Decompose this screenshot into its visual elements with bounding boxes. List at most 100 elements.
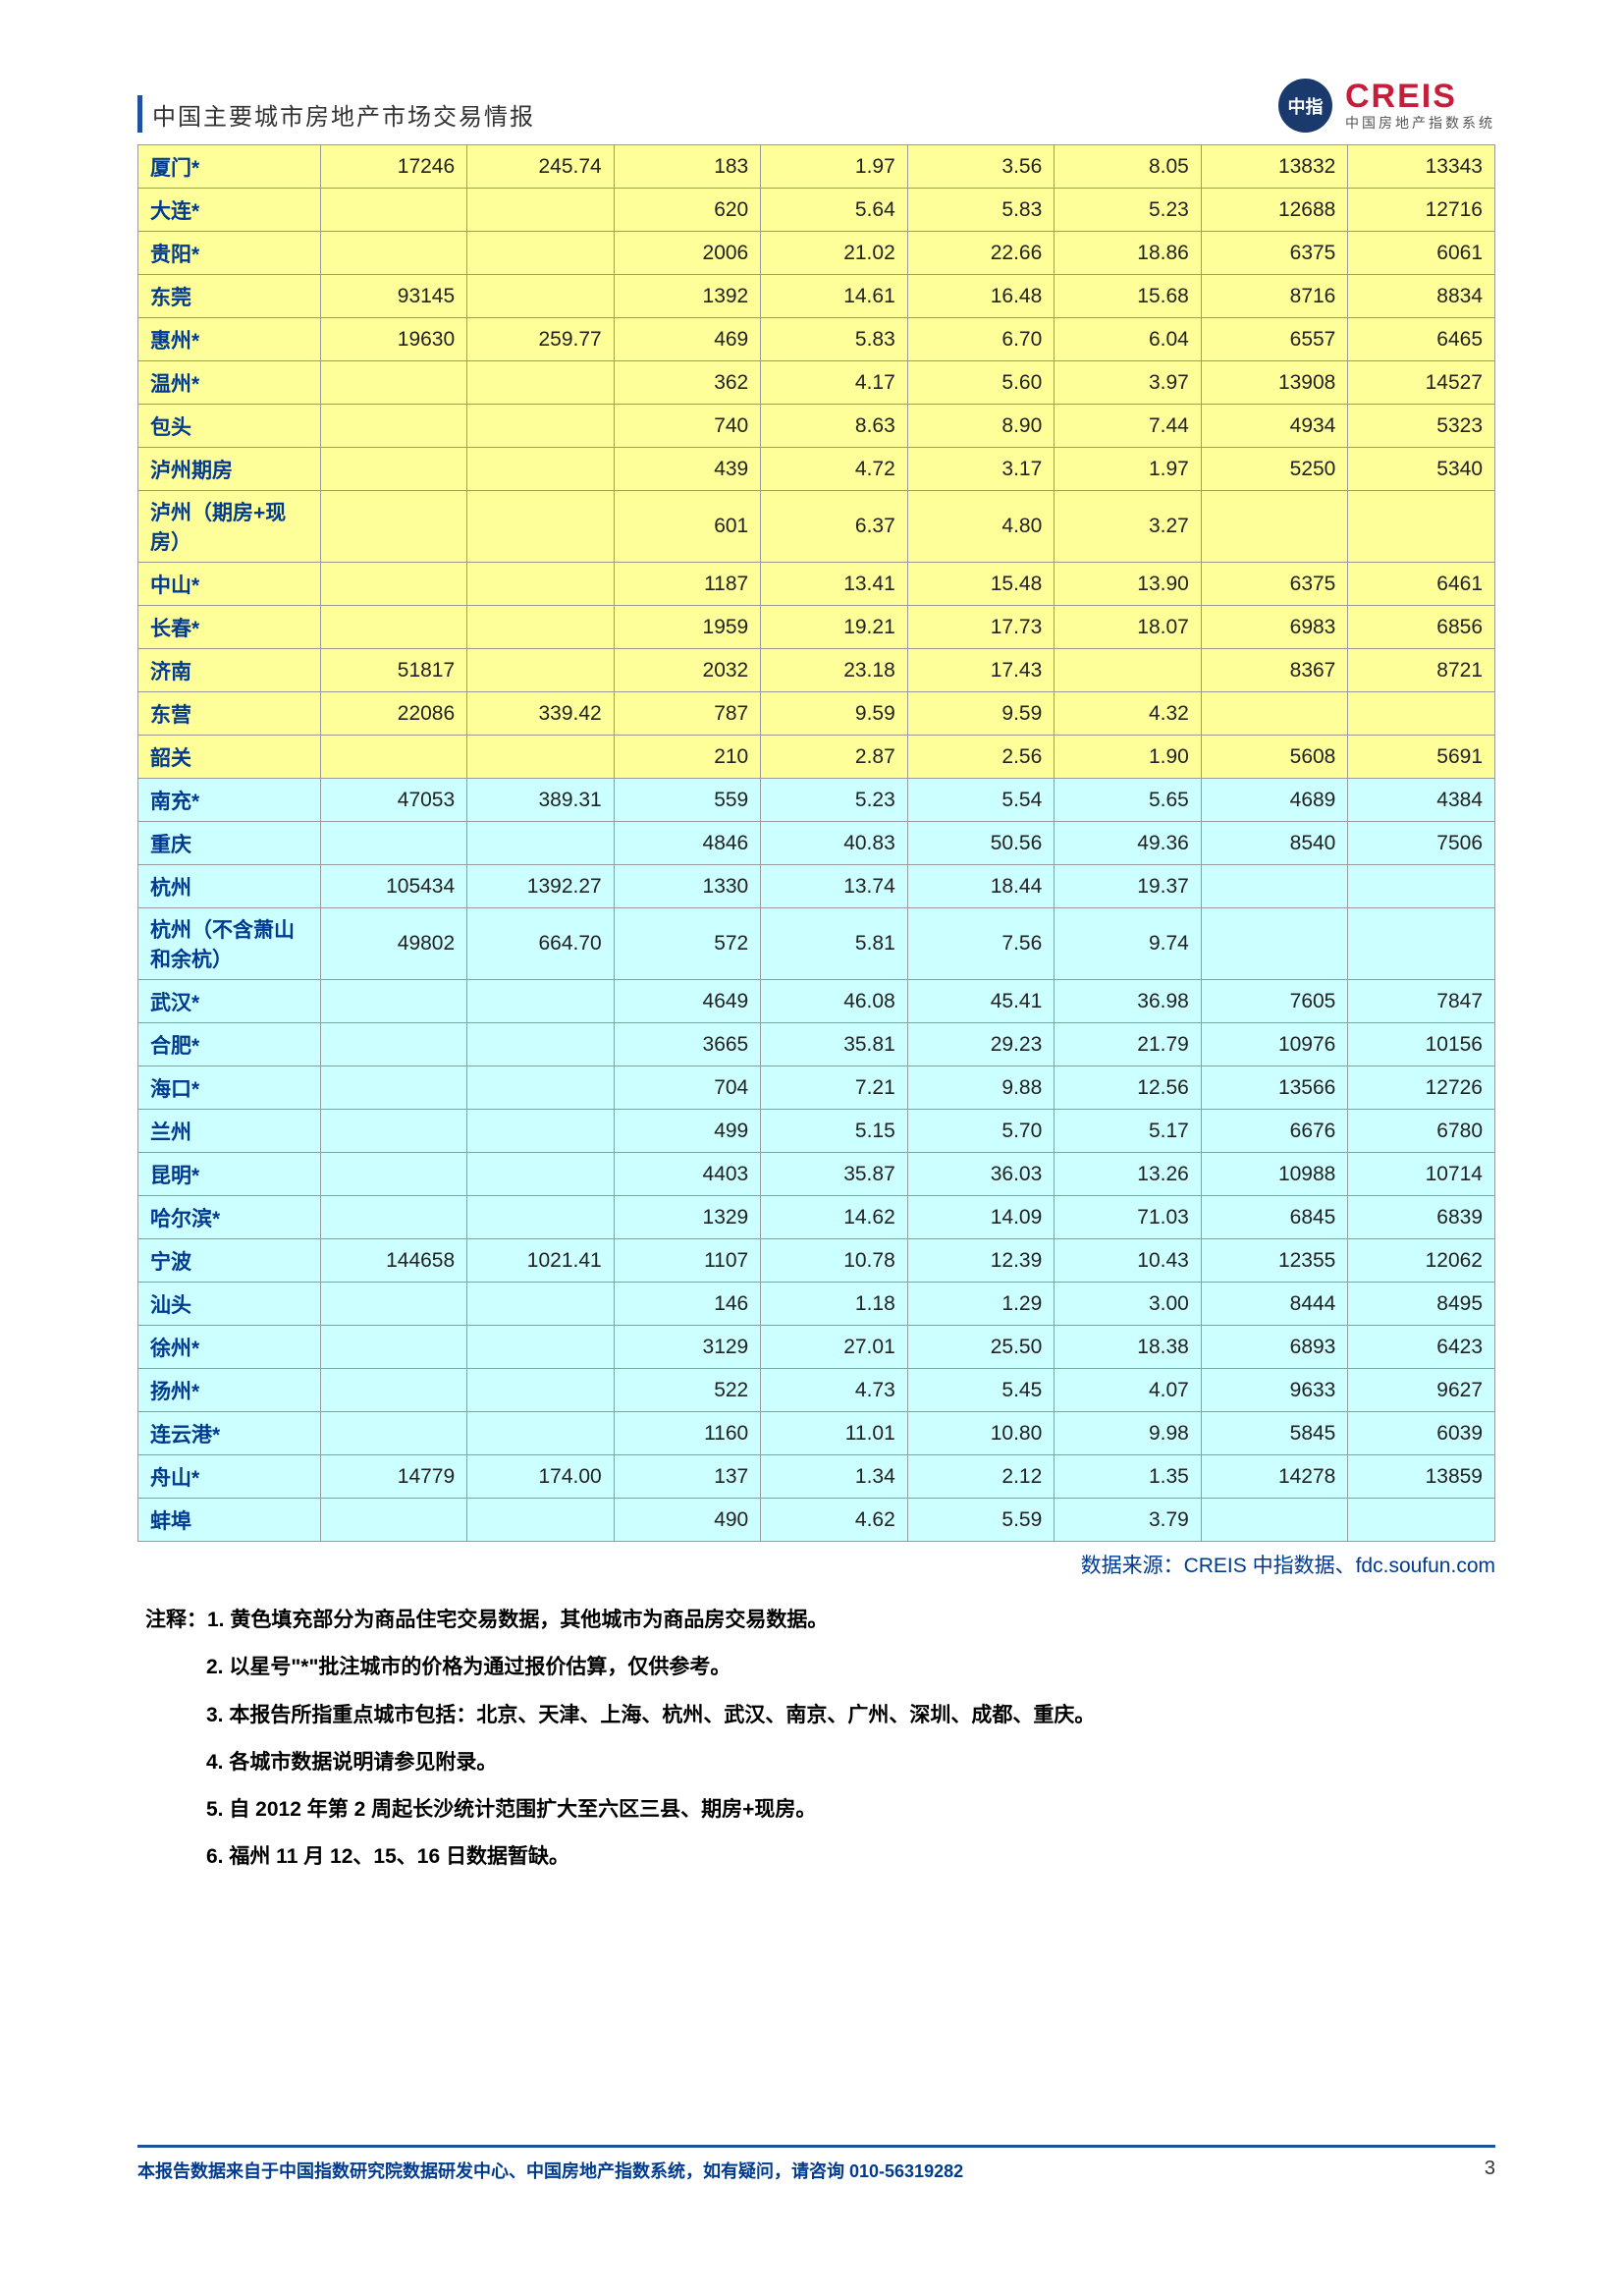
value-cell: 9.98: [1055, 1412, 1202, 1455]
value-cell: 6676: [1201, 1110, 1348, 1153]
value-cell: 1.97: [1055, 448, 1202, 491]
value-cell: 146: [614, 1283, 761, 1326]
value-cell: 439: [614, 448, 761, 491]
value-cell: 8540: [1201, 822, 1348, 865]
value-cell: 13343: [1348, 145, 1495, 189]
value-cell: 601: [614, 491, 761, 563]
value-cell: 6461: [1348, 563, 1495, 606]
city-cell: 杭州（不含萧山和余杭）: [138, 908, 321, 980]
value-cell: 6839: [1348, 1196, 1495, 1239]
value-cell: 7.44: [1055, 405, 1202, 448]
city-cell: 韶关: [138, 736, 321, 779]
value-cell: 3.27: [1055, 491, 1202, 563]
city-cell: 南充*: [138, 779, 321, 822]
value-cell: 35.87: [761, 1153, 908, 1196]
city-cell: 蚌埠: [138, 1499, 321, 1542]
value-cell: 27.01: [761, 1326, 908, 1369]
value-cell: 17.43: [907, 649, 1055, 692]
table-row: 泸州期房4394.723.171.9752505340: [138, 448, 1495, 491]
value-cell: 14.61: [761, 275, 908, 318]
value-cell: 22086: [320, 692, 467, 736]
value-cell: 7605: [1201, 980, 1348, 1023]
value-cell: 5691: [1348, 736, 1495, 779]
value-cell: [467, 189, 615, 232]
value-cell: 11.01: [761, 1412, 908, 1455]
value-cell: 6.04: [1055, 318, 1202, 361]
city-cell: 中山*: [138, 563, 321, 606]
value-cell: 10714: [1348, 1153, 1495, 1196]
value-cell: 4.17: [761, 361, 908, 405]
value-cell: 664.70: [467, 908, 615, 980]
value-cell: 49802: [320, 908, 467, 980]
value-cell: 704: [614, 1066, 761, 1110]
value-cell: 1392: [614, 275, 761, 318]
value-cell: 12062: [1348, 1239, 1495, 1283]
value-cell: [1348, 908, 1495, 980]
value-cell: 3129: [614, 1326, 761, 1369]
value-cell: 19630: [320, 318, 467, 361]
value-cell: 8.90: [907, 405, 1055, 448]
value-cell: 6039: [1348, 1412, 1495, 1455]
value-cell: [467, 1283, 615, 1326]
note-line: 5. 自 2012 年第 2 周起长沙统计范围扩大至六区三县、期房+现房。: [145, 1786, 1495, 1833]
value-cell: 2032: [614, 649, 761, 692]
value-cell: 1329: [614, 1196, 761, 1239]
value-cell: 12.39: [907, 1239, 1055, 1283]
value-cell: [467, 736, 615, 779]
value-cell: 8367: [1201, 649, 1348, 692]
table-row: 海口*7047.219.8812.561356612726: [138, 1066, 1495, 1110]
value-cell: 259.77: [467, 318, 615, 361]
value-cell: [1201, 865, 1348, 908]
value-cell: [467, 275, 615, 318]
value-cell: 3.79: [1055, 1499, 1202, 1542]
value-cell: 8.63: [761, 405, 908, 448]
table-row: 长春*195919.2117.7318.0769836856: [138, 606, 1495, 649]
city-cell: 兰州: [138, 1110, 321, 1153]
value-cell: 13.41: [761, 563, 908, 606]
value-cell: [1201, 908, 1348, 980]
value-cell: [320, 448, 467, 491]
value-cell: [1348, 692, 1495, 736]
table-row: 大连*6205.645.835.231268812716: [138, 189, 1495, 232]
value-cell: 8716: [1201, 275, 1348, 318]
footer-page-number: 3: [1485, 2158, 1495, 2183]
table-row: 东莞93145139214.6116.4815.6887168834: [138, 275, 1495, 318]
table-row: 南充*47053389.315595.235.545.6546894384: [138, 779, 1495, 822]
notes-label: 注释：: [145, 1609, 207, 1631]
value-cell: 183: [614, 145, 761, 189]
value-cell: 5.70: [907, 1110, 1055, 1153]
data-table: 厦门*17246245.741831.973.568.051383213343大…: [137, 144, 1495, 1542]
value-cell: 6423: [1348, 1326, 1495, 1369]
value-cell: 5.23: [1055, 189, 1202, 232]
value-cell: 1392.27: [467, 865, 615, 908]
value-cell: 6375: [1201, 232, 1348, 275]
value-cell: 21.79: [1055, 1023, 1202, 1066]
page-footer: 本报告数据来自于中国指数研究院数据研发中心、中国房地产指数系统，如有疑问，请咨询…: [137, 2145, 1495, 2183]
value-cell: 8834: [1348, 275, 1495, 318]
value-cell: [467, 405, 615, 448]
table-row: 合肥*366535.8129.2321.791097610156: [138, 1023, 1495, 1066]
value-cell: 14278: [1201, 1455, 1348, 1499]
value-cell: 25.50: [907, 1326, 1055, 1369]
value-cell: 6061: [1348, 232, 1495, 275]
city-cell: 泸州（期房+现房）: [138, 491, 321, 563]
value-cell: 50.56: [907, 822, 1055, 865]
value-cell: 10.80: [907, 1412, 1055, 1455]
value-cell: [467, 1110, 615, 1153]
value-cell: 144658: [320, 1239, 467, 1283]
value-cell: 559: [614, 779, 761, 822]
value-cell: 18.44: [907, 865, 1055, 908]
city-cell: 杭州: [138, 865, 321, 908]
value-cell: [320, 1066, 467, 1110]
value-cell: 15.48: [907, 563, 1055, 606]
header-title: 中国主要城市房地产市场交易情报: [152, 97, 535, 132]
city-cell: 重庆: [138, 822, 321, 865]
value-cell: 35.81: [761, 1023, 908, 1066]
value-cell: [467, 1153, 615, 1196]
table-row: 武汉*464946.0845.4136.9876057847: [138, 980, 1495, 1023]
table-row: 扬州*5224.735.454.0796339627: [138, 1369, 1495, 1412]
value-cell: 1.34: [761, 1455, 908, 1499]
value-cell: [320, 189, 467, 232]
value-cell: 572: [614, 908, 761, 980]
value-cell: 499: [614, 1110, 761, 1153]
